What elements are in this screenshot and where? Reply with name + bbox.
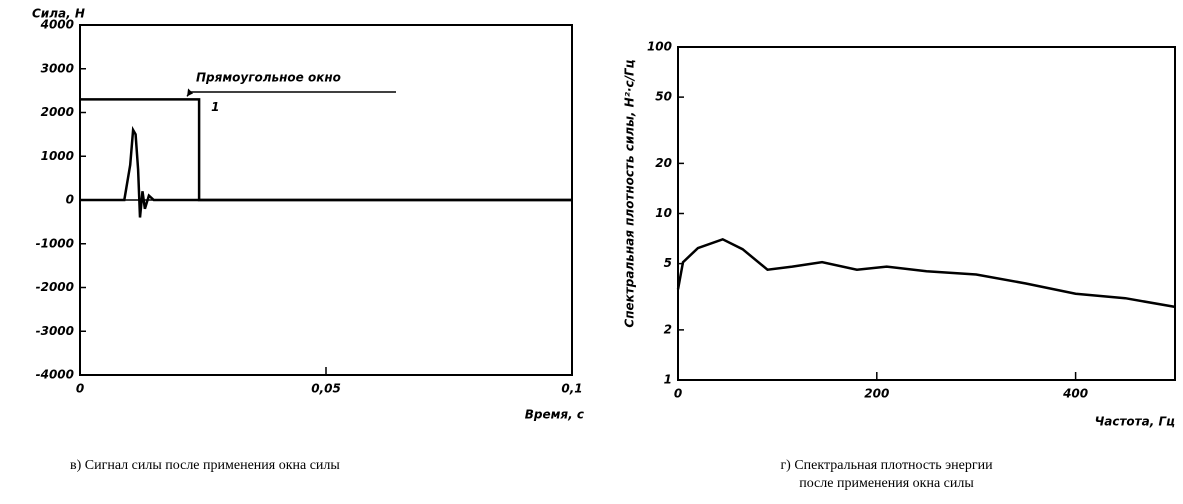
caption-line: г) Спектральная плотность энергии — [780, 458, 993, 473]
arrow-head — [187, 88, 194, 97]
x-tick-label: 200 — [864, 387, 889, 401]
y-tick-label: -4000 — [36, 368, 74, 382]
x-tick-label: 0 — [674, 387, 682, 401]
y-tick-label: 5 — [664, 256, 672, 270]
y-tick-label: 20 — [655, 156, 672, 170]
annotation: 1 — [211, 100, 219, 114]
y-tick-label: 1 — [664, 373, 672, 387]
data-line — [676, 237, 1176, 309]
y-tick-label: -1000 — [36, 236, 74, 250]
y-tick-label: 2000 — [41, 105, 74, 119]
caption: г) Спектральная плотность энергии после п… — [780, 458, 993, 491]
y-axis-label: Спектральная плотность силы, Н²·с/Гц — [623, 59, 637, 327]
x-axis-label: Время, с — [525, 408, 584, 422]
y-tick-label: 0 — [66, 193, 74, 207]
annotation: Прямоугольное окно — [196, 71, 341, 85]
caption-line: после применения окна силы — [799, 476, 974, 491]
data-line — [80, 125, 572, 218]
data-line — [80, 98, 572, 202]
caption: в) Сигнал силы после применения окна сил… — [70, 458, 340, 473]
y-tick-label: 50 — [655, 90, 672, 104]
x-tick-label: 0,05 — [311, 382, 341, 396]
x-tick-label: 0 — [76, 382, 84, 396]
y-tick-label: -3000 — [36, 324, 74, 338]
x-tick-label: 400 — [1062, 387, 1088, 401]
y-tick-label: 10 — [655, 206, 672, 220]
plot-frame — [677, 46, 1176, 381]
x-axis-label: Частота, Гц — [1095, 415, 1176, 429]
y-tick-label: 3000 — [41, 61, 74, 75]
y-tick-label: 1000 — [41, 149, 74, 163]
y-tick-label: 4000 — [40, 18, 74, 32]
x-tick-label: 0,1 — [561, 382, 582, 396]
y-tick-label: 2 — [664, 322, 672, 336]
y-tick-label: -2000 — [36, 280, 74, 294]
y-axis-label: Сила, Н — [32, 7, 85, 21]
y-tick-label: 100 — [647, 40, 672, 54]
